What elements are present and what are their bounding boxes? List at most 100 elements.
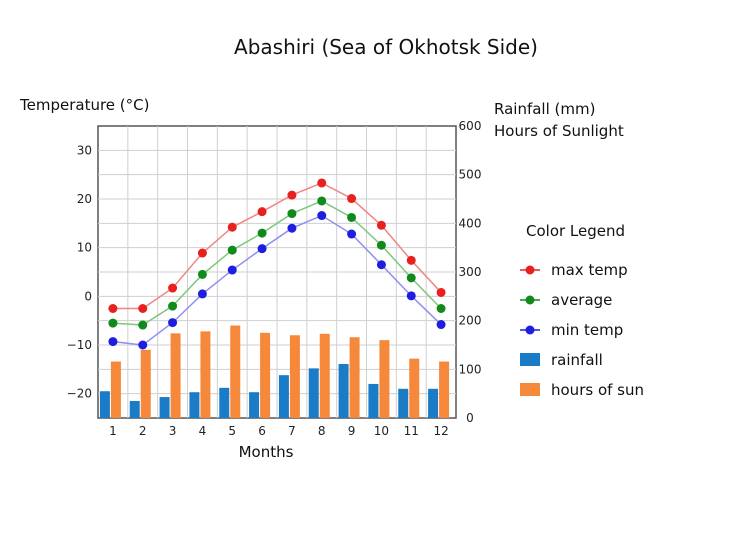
- point-max-temp: [287, 190, 297, 200]
- point-max-temp: [227, 222, 237, 232]
- point-min-temp: [168, 318, 178, 328]
- point-average: [227, 245, 237, 255]
- x-tick-label: 5: [228, 424, 236, 438]
- legend-title: Color Legend: [526, 222, 625, 240]
- point-max-temp: [376, 220, 386, 230]
- right-tick-label: 300: [459, 265, 482, 279]
- bar-hours-of-sun: [110, 361, 121, 418]
- bar-rainfall: [189, 392, 200, 418]
- right-axis-label-rainfall: Rainfall (mm): [494, 100, 595, 118]
- point-min-temp: [376, 260, 386, 270]
- point-min-temp: [347, 229, 357, 239]
- bar-rainfall: [428, 388, 439, 418]
- left-tick-label: 10: [77, 241, 92, 255]
- legend-swatch-rainfall: [520, 353, 540, 366]
- point-max-temp: [406, 255, 416, 265]
- bar-hours-of-sun: [439, 361, 450, 418]
- right-tick-label: 400: [459, 216, 482, 230]
- legend-label: hours of sun: [551, 381, 644, 399]
- point-min-temp: [227, 265, 237, 275]
- point-min-temp: [287, 223, 297, 233]
- x-axis-label: Months: [239, 443, 294, 461]
- legend: max temp average min temp rainfall hours of …: [520, 261, 644, 399]
- right-axis-label-sunlight: Hours of Sunlight: [494, 122, 624, 140]
- point-min-temp: [197, 289, 207, 299]
- legend-marker-max-temp: [525, 265, 535, 275]
- point-average: [197, 269, 207, 279]
- bar-rainfall: [129, 400, 140, 418]
- x-tick-label: 11: [404, 424, 419, 438]
- bar-hours-of-sun: [140, 349, 151, 418]
- bar-hours-of-sun: [289, 335, 300, 418]
- bar-rainfall: [278, 375, 289, 418]
- x-tick-label: 3: [169, 424, 177, 438]
- x-tick-label: 1: [109, 424, 117, 438]
- point-max-temp: [317, 178, 327, 188]
- line-max-temp: [112, 182, 442, 310]
- right-tick-label: 500: [459, 168, 482, 182]
- point-min-temp: [406, 291, 416, 301]
- bar-rainfall: [398, 388, 409, 418]
- bar-rainfall: [99, 391, 110, 418]
- legend-label: max temp: [551, 261, 628, 279]
- bar-hours-of-sun: [230, 325, 241, 418]
- point-average: [436, 304, 446, 313]
- legend-label: rainfall: [551, 351, 603, 369]
- x-tick-label: 7: [288, 424, 296, 438]
- x-tick-label: 4: [199, 424, 207, 438]
- point-average: [317, 196, 327, 206]
- point-average: [108, 318, 118, 328]
- point-average: [376, 240, 386, 250]
- right-tick-label: 100: [459, 362, 482, 376]
- bar-rainfall: [159, 397, 170, 418]
- point-max-temp: [257, 207, 267, 217]
- bar-hours-of-sun: [319, 333, 330, 418]
- x-tick-label: 6: [258, 424, 266, 438]
- right-tick-label: 0: [466, 411, 474, 425]
- bar-rainfall: [249, 392, 260, 418]
- legend-label: min temp: [551, 321, 623, 339]
- point-min-temp: [138, 340, 148, 350]
- bar-rainfall: [338, 363, 349, 418]
- left-tick-label: 30: [77, 143, 92, 157]
- bar-rainfall: [219, 387, 230, 418]
- x-tick-label: 2: [139, 424, 147, 438]
- point-max-temp: [168, 283, 178, 293]
- left-axis-label: Temperature (°C): [19, 96, 149, 114]
- line-average: [112, 200, 442, 326]
- x-tick-label: 9: [348, 424, 356, 438]
- point-min-temp: [317, 211, 327, 221]
- bar-rainfall: [368, 383, 379, 418]
- left-tick-label: 0: [84, 289, 92, 303]
- point-average: [168, 301, 178, 311]
- point-max-temp: [197, 248, 207, 258]
- left-tick-label: −10: [67, 338, 92, 352]
- bar-rainfall: [308, 368, 319, 418]
- point-average: [287, 209, 297, 219]
- point-min-temp: [436, 320, 446, 330]
- legend-marker-average: [525, 295, 535, 305]
- bar-hours-of-sun: [170, 333, 181, 418]
- bar-hours-of-sun: [409, 358, 420, 418]
- point-min-temp: [257, 244, 267, 254]
- point-average: [347, 212, 357, 222]
- x-tick-label: 10: [374, 424, 389, 438]
- point-average: [138, 320, 148, 330]
- bar-hours-of-sun: [379, 340, 390, 418]
- point-min-temp: [108, 337, 118, 347]
- left-tick-label: 20: [77, 192, 92, 206]
- legend-marker-min-temp: [525, 325, 535, 335]
- point-max-temp: [436, 287, 446, 297]
- right-tick-label: 200: [459, 314, 482, 328]
- point-average: [257, 228, 267, 238]
- chart-title: Abashiri (Sea of Okhotsk Side): [234, 35, 538, 59]
- bar-hours-of-sun: [200, 331, 211, 418]
- legend-swatch-hours-of-sun: [520, 383, 540, 396]
- point-average: [406, 273, 416, 283]
- x-tick-label: 12: [433, 424, 448, 438]
- line-min-temp: [112, 214, 442, 346]
- x-tick-label: 8: [318, 424, 326, 438]
